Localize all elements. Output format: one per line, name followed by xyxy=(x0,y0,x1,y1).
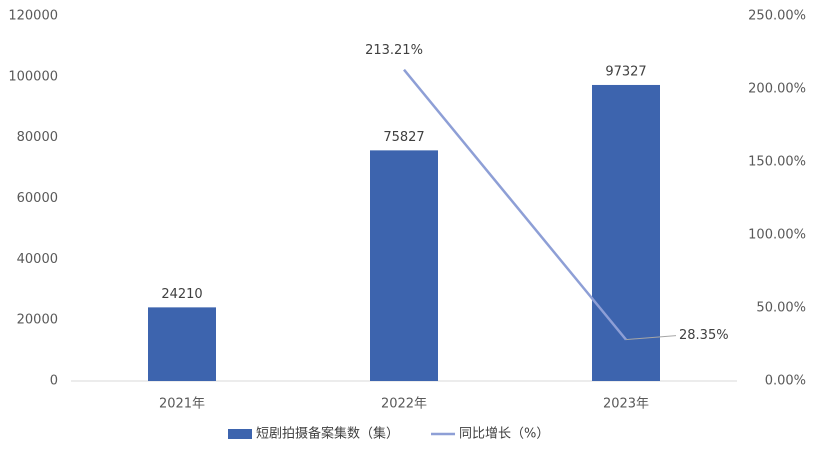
bar xyxy=(148,307,216,381)
legend-swatch xyxy=(228,429,252,439)
data-label: 75827 xyxy=(383,130,424,145)
y-tick-label: 40000 xyxy=(17,252,58,267)
y-tick-label: 120000 xyxy=(8,9,58,24)
bar xyxy=(592,84,660,381)
data-label: 97327 xyxy=(605,64,646,79)
legend-item: 短剧拍摄备案集数（集） xyxy=(228,426,399,442)
y-tick-label: 80000 xyxy=(17,130,58,145)
y2-tick-label: 100.00% xyxy=(748,228,806,243)
x-tick-label: 2023年 xyxy=(603,397,649,412)
bar xyxy=(370,150,438,381)
data-label: 213.21% xyxy=(365,43,423,58)
y-tick-label: 100000 xyxy=(8,69,58,84)
y2-tick-label: 0.00% xyxy=(765,374,806,389)
leader-line xyxy=(625,335,677,341)
y2-tick-label: 200.00% xyxy=(748,82,806,97)
y-tick-label: 60000 xyxy=(17,191,58,206)
y2-tick-label: 150.00% xyxy=(748,155,806,170)
x-tick-label: 2021年 xyxy=(159,397,205,412)
y2-tick-label: 250.00% xyxy=(748,9,806,24)
legend-label: 同比增长（%） xyxy=(459,427,549,442)
data-label: 28.35% xyxy=(679,328,729,343)
line xyxy=(403,68,627,341)
y2-tick-label: 50.00% xyxy=(756,301,806,316)
legend-item: 同比增长（%） xyxy=(431,427,549,442)
x-tick-label: 2022年 xyxy=(381,397,427,412)
y-tick-label: 20000 xyxy=(17,313,58,328)
y-tick-label: 0 xyxy=(50,374,58,389)
data-label: 24210 xyxy=(161,287,202,302)
legend-label: 短剧拍摄备案集数（集） xyxy=(256,426,399,442)
